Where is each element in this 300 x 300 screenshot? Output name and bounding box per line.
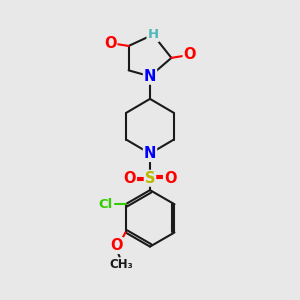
Text: O: O (184, 47, 196, 62)
Text: H: H (147, 28, 158, 41)
Text: O: O (124, 171, 136, 186)
Text: O: O (164, 171, 176, 186)
Text: O: O (110, 238, 123, 253)
Text: CH₃: CH₃ (109, 258, 133, 271)
Text: N: N (144, 146, 156, 161)
Text: O: O (104, 35, 116, 50)
Text: Cl: Cl (98, 198, 113, 211)
Text: N: N (144, 69, 156, 84)
Text: S: S (145, 171, 155, 186)
